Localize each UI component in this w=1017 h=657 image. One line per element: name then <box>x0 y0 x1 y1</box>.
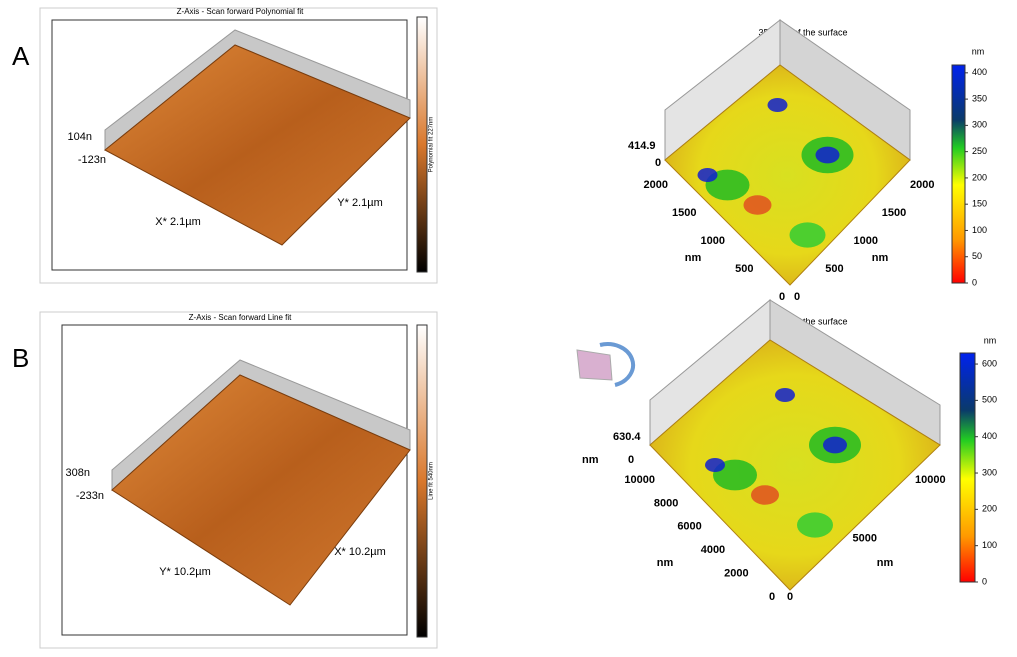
label: 0 <box>982 576 987 586</box>
label: 300 <box>972 120 987 130</box>
surface-feature <box>797 512 833 538</box>
rotate-icon <box>576 349 613 381</box>
panel-letter: B <box>12 343 29 373</box>
label: 8000 <box>654 497 678 509</box>
label: 4000 <box>701 544 725 556</box>
label: 414.9 <box>628 140 656 152</box>
label: 0 <box>769 591 775 603</box>
label: 1500 <box>882 207 906 219</box>
surface-feature <box>743 195 772 215</box>
label: 0 <box>655 157 661 169</box>
surface-feature <box>767 98 788 112</box>
colorbar <box>959 352 976 583</box>
label: 10000 <box>915 474 946 486</box>
afm-surface <box>104 44 411 246</box>
surface-feature <box>751 485 779 505</box>
label: 1000 <box>854 235 878 247</box>
surface-feature <box>815 146 840 164</box>
colorbar <box>951 64 966 284</box>
label: 250 <box>972 146 987 156</box>
label: 5000 <box>853 532 877 544</box>
label: 500 <box>735 263 753 275</box>
label: 2000 <box>724 568 748 580</box>
label: -123n <box>78 154 106 166</box>
label: Z-Axis - Scan forward Polynomial fit <box>177 7 304 16</box>
label: 100 <box>972 225 987 235</box>
label: 200 <box>982 504 997 514</box>
surface-feature <box>697 168 718 182</box>
label: 150 <box>972 199 987 209</box>
label: 300 <box>982 467 997 477</box>
label: 350 <box>972 93 987 103</box>
label: 400 <box>972 67 987 77</box>
label: nm <box>582 454 599 466</box>
afm-colorbar <box>416 16 428 273</box>
label: 0 <box>972 277 977 287</box>
label: 200 <box>972 172 987 182</box>
label: Line fit 540nm <box>429 462 435 500</box>
label: X* 2.1µm <box>155 216 200 228</box>
label: 500 <box>825 263 843 275</box>
afm-surface <box>111 374 411 606</box>
label: 500 <box>982 395 997 405</box>
label: nm <box>872 252 889 264</box>
label: 630.4 <box>613 431 641 443</box>
label: 0 <box>794 291 800 303</box>
afm-colorbar <box>416 324 428 638</box>
label: 2000 <box>910 179 934 191</box>
surface <box>649 339 941 591</box>
label: X* 10.2µm <box>334 546 386 558</box>
label: 600 <box>982 358 997 368</box>
label: 2000 <box>644 179 668 191</box>
label: 0 <box>779 291 785 303</box>
label: Polynomial fit 227nm <box>429 117 435 173</box>
rotate-arrow <box>599 342 636 387</box>
label: 0 <box>787 591 793 603</box>
surface <box>664 64 911 286</box>
label: 308n <box>66 467 90 479</box>
label: 3D view of the surface <box>758 27 847 37</box>
label: 6000 <box>677 521 701 533</box>
label: nm <box>877 557 894 569</box>
surface-feature <box>789 222 826 248</box>
label: nm <box>972 46 985 56</box>
panel-letter: A <box>12 41 30 71</box>
surface-feature <box>823 436 847 454</box>
label: 1500 <box>672 207 696 219</box>
label: Z-Axis - Scan forward Line fit <box>189 313 292 322</box>
label: 10000 <box>624 474 655 486</box>
label: 104n <box>68 131 92 143</box>
label: Y* 2.1µm <box>337 197 382 209</box>
label: nm <box>657 557 674 569</box>
label: nm <box>685 252 702 264</box>
label: 100 <box>982 540 997 550</box>
label: nm <box>984 335 997 345</box>
surface-feature <box>775 388 795 402</box>
label: 1000 <box>701 235 725 247</box>
label: 0 <box>628 454 634 466</box>
surface-feature <box>705 458 725 472</box>
label: 50 <box>972 251 982 261</box>
label: -233n <box>76 490 104 502</box>
label: Y* 10.2µm <box>159 566 211 578</box>
label: 400 <box>982 431 997 441</box>
